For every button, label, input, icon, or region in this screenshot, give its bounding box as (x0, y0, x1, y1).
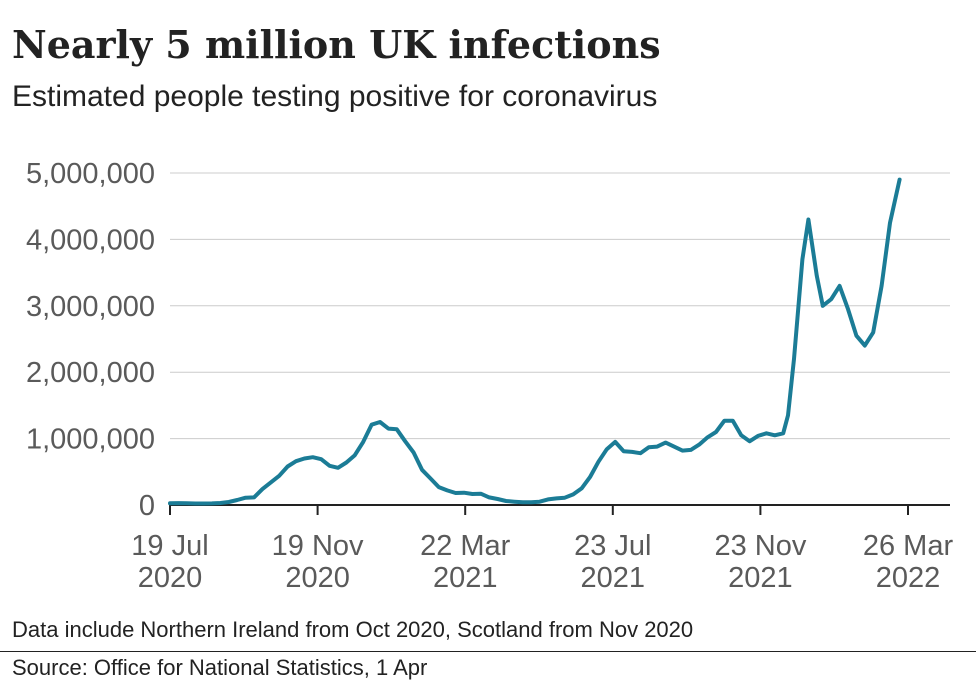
x-tick-label-5-line1: 26 Mar (863, 530, 954, 562)
y-tick-label-1: 1,000,000 (26, 424, 155, 456)
y-tick-label-3: 3,000,000 (26, 291, 155, 323)
x-tick-label-3-line2: 2021 (581, 562, 646, 594)
x-tick-label-2-line2: 2021 (433, 562, 498, 594)
series-line-0 (168, 177, 902, 506)
y-tick-label-0: 0 (139, 490, 155, 522)
x-tick-label-0-line1: 19 Jul (131, 530, 208, 562)
x-tick-label-5-line2: 2022 (876, 562, 941, 594)
chart-title: Nearly 5 million UK infections (12, 22, 661, 67)
x-tick-label-3-line1: 23 Jul (574, 530, 651, 562)
chart-subtitle: Estimated people testing positive for co… (12, 80, 658, 113)
y-tick-label-5: 5,000,000 (26, 158, 155, 190)
x-tick-label-4-line2: 2021 (728, 562, 793, 594)
footer-divider (0, 651, 976, 652)
line-chart: 0 1,000,000 2,000,000 3,000,000 4,000,000 5,0… (26, 158, 954, 594)
y-tick-label-2: 2,000,000 (26, 357, 155, 389)
x-tick-label-2-line1: 22 Mar (420, 530, 511, 562)
source-text: Source: Office for National Statistics, … (12, 655, 428, 680)
series-layer (168, 177, 902, 506)
x-tick-label-0-line2: 2020 (138, 562, 203, 594)
y-tick-label-4: 4,000,000 (26, 224, 155, 256)
x-tick-label-4-line1: 23 Nov (714, 530, 806, 562)
x-tick-label-1-line1: 19 Nov (272, 530, 364, 562)
x-tick-label-1-line2: 2020 (285, 562, 350, 594)
y-axis-labels: 0 1,000,000 2,000,000 3,000,000 4,000,000 5,0… (26, 158, 155, 522)
gridlines (170, 172, 950, 440)
data-note: Data include Northern Ireland from Oct 2… (12, 617, 694, 642)
